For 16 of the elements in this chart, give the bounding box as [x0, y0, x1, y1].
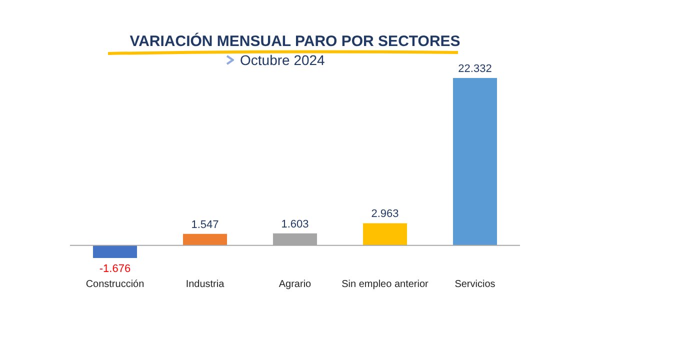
data-label: 22.332: [458, 63, 492, 75]
bar: [453, 78, 497, 246]
x-tick-label: Sin empleo anterior: [342, 279, 430, 290]
data-label: -1.676: [99, 263, 131, 275]
data-label: 1.547: [191, 218, 219, 231]
x-tick-label: Agrario: [278, 279, 312, 290]
data-label: 2.963: [371, 208, 399, 220]
chart-subtitle: Octubre 2024: [240, 52, 325, 68]
x-tick-label: Servicios: [454, 279, 496, 290]
data-label: 1.603: [281, 218, 309, 230]
x-tick-label: Construcción: [86, 279, 144, 290]
bar: [363, 223, 407, 246]
x-tick-label: Industria: [186, 279, 225, 290]
bar: [93, 245, 137, 258]
chart-title: VARIACIÓN MENSUAL PARO POR SECTORES: [128, 33, 462, 50]
bar: [183, 234, 227, 246]
